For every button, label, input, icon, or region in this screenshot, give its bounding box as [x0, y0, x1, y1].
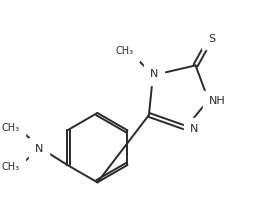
Text: CH₃: CH₃ [1, 123, 19, 133]
Text: N: N [35, 144, 43, 154]
Text: CH₃: CH₃ [115, 46, 133, 56]
Text: N: N [189, 124, 198, 134]
Text: NH: NH [209, 96, 226, 106]
Text: N: N [150, 69, 158, 79]
Text: S: S [208, 34, 215, 44]
Text: CH₃: CH₃ [1, 162, 19, 172]
